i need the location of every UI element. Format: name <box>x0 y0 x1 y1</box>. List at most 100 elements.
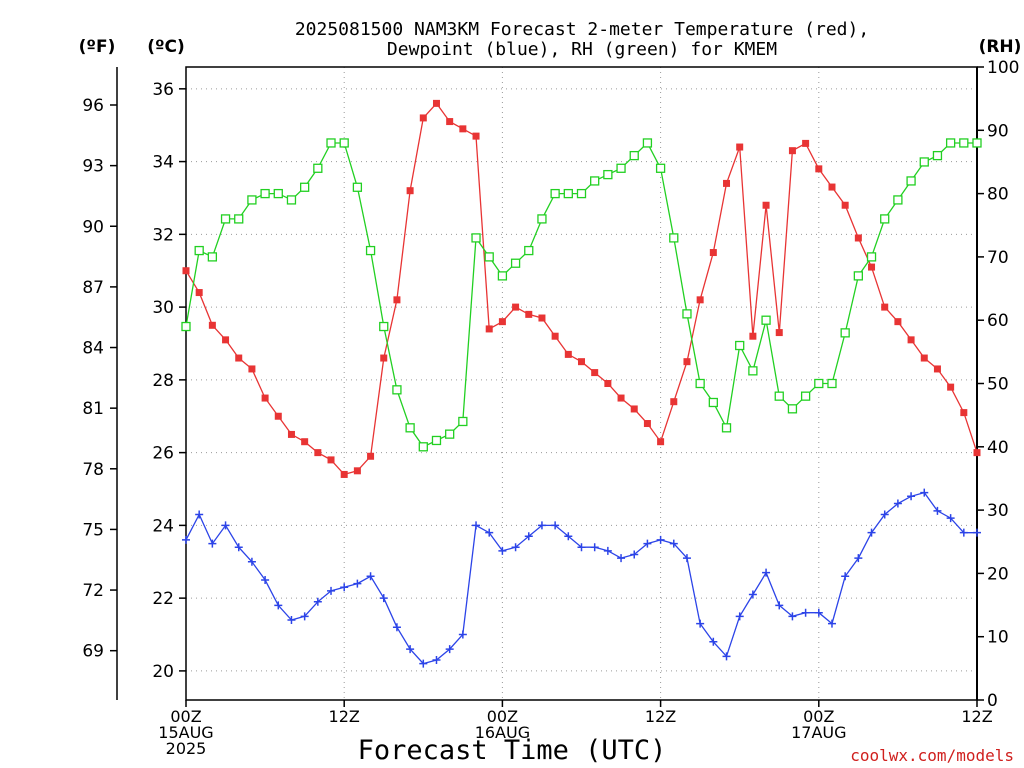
temperature-point <box>261 394 269 402</box>
rh-point <box>247 195 257 205</box>
time-tick-label: 00Z <box>803 707 834 726</box>
dewpoint-point <box>498 546 507 555</box>
fahrenheit-tick-label: 84 <box>82 339 104 359</box>
temperature-point <box>670 398 678 406</box>
rh-point <box>431 435 442 446</box>
dewpoint-point <box>340 583 349 592</box>
temperature-point <box>762 201 770 209</box>
dewpoint-point <box>261 575 270 584</box>
temperature-point <box>696 296 704 304</box>
dewpoint-point <box>551 521 560 530</box>
dewpoint-point <box>182 535 190 544</box>
temperature-point <box>788 147 796 155</box>
fahrenheit-axis: 69 72 75 78 81 84 87 90 93 96 <box>82 96 117 662</box>
temperature-point <box>525 310 533 318</box>
temperature-point <box>854 234 862 242</box>
dewpoint-line <box>185 491 977 665</box>
temperature-point <box>933 365 941 373</box>
dewpoint-point <box>603 546 612 555</box>
chart-title-line-1: 2025081500 NAM3KM Forecast 2-meter Tempe… <box>295 19 869 40</box>
rh-point <box>365 245 376 256</box>
temperature-point <box>907 336 915 344</box>
rh-point <box>352 182 363 192</box>
rh-tick-label: 20 <box>987 564 1009 584</box>
temperature-point <box>472 132 480 140</box>
dewpoint-point <box>366 572 375 581</box>
fahrenheit-tick-label: 69 <box>82 642 104 662</box>
rh-point <box>392 385 402 395</box>
dewpoint-point <box>379 594 388 603</box>
temperature-point <box>459 125 467 133</box>
dewpoint-point <box>696 619 705 628</box>
time-tick-label: 00Z <box>170 707 201 726</box>
temperature-point <box>419 114 427 122</box>
temperature-point <box>235 354 243 362</box>
time-tick-label: 12Z <box>961 707 992 726</box>
rh-point <box>194 245 204 256</box>
temperature-point <box>868 263 876 271</box>
rh-point <box>642 138 653 148</box>
rh-point <box>853 271 863 281</box>
rh-point <box>761 315 771 325</box>
rh-point <box>932 150 943 161</box>
dewpoint-point <box>287 615 296 624</box>
rh-point <box>880 214 890 224</box>
temperature-point <box>643 420 651 428</box>
dewpoint-point <box>709 637 718 646</box>
dewpoint-point <box>959 528 968 537</box>
temperature-point <box>960 409 968 417</box>
temperature-point <box>287 430 295 438</box>
temperature-point <box>538 314 546 322</box>
temperature-point <box>828 183 836 191</box>
dewpoint-point <box>511 543 520 552</box>
temperature-point <box>604 380 612 387</box>
rh-point <box>945 138 956 148</box>
time-tick-label: 00Z <box>487 707 518 726</box>
dewpoint-point <box>353 579 362 588</box>
rh-point <box>458 416 468 427</box>
temperature-point <box>815 165 823 173</box>
fahrenheit-tick-label: 93 <box>82 157 104 177</box>
dewpoint-point <box>669 539 678 548</box>
dewpoint-point <box>907 492 916 501</box>
temperature-point <box>709 249 717 257</box>
temperature-point <box>841 201 849 209</box>
dewpoint-point <box>933 506 942 515</box>
temperature-point <box>630 405 638 413</box>
temperature-line <box>185 102 978 476</box>
celsius-tick-label: 32 <box>152 225 174 245</box>
rh-point <box>972 138 982 148</box>
x-axis-title: Forecast Time (UTC) <box>358 735 667 766</box>
rh-tick-label: 100 <box>987 58 1019 78</box>
dewpoint-point <box>195 510 204 519</box>
time-tick-label: 15AUG <box>158 723 213 742</box>
rh-tick-label: 70 <box>987 248 1009 268</box>
rh-point <box>735 340 745 351</box>
temperature-point <box>802 139 810 147</box>
rh-point <box>260 188 270 199</box>
time-tick-label: 2025 <box>166 739 207 758</box>
time-tick-label: 16AUG <box>475 723 530 742</box>
celsius-axis: 20 22 24 26 28 30 32 34 36 <box>152 80 186 682</box>
fahrenheit-tick-label: 87 <box>82 278 104 298</box>
temperature-point <box>894 318 902 326</box>
fahrenheit-tick-label: 75 <box>82 520 104 540</box>
temperature-point <box>380 354 388 362</box>
rh-point <box>576 188 587 199</box>
rh-point <box>379 321 389 332</box>
temperature-point <box>591 369 599 377</box>
dewpoint-point <box>814 608 823 617</box>
dewpoint-point <box>406 645 415 654</box>
dewpoint-point <box>880 510 889 519</box>
dewpoint-point <box>392 623 401 632</box>
temperature-point <box>881 303 889 311</box>
dewpoint-point <box>643 539 652 548</box>
dewpoint-point <box>735 612 744 621</box>
temperature-point <box>736 143 744 151</box>
rh-tick-label: 90 <box>987 121 1009 141</box>
temperature-point <box>367 452 375 460</box>
temperature-point <box>406 187 414 195</box>
dewpoint-point <box>485 528 494 537</box>
rh-point <box>682 309 692 319</box>
